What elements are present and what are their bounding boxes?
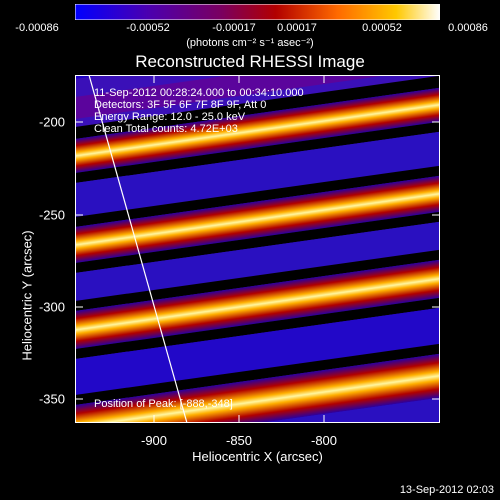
y-tick-label: -300 (38, 299, 65, 315)
x-tick-label: -800 (310, 433, 338, 448)
colorbar (75, 4, 440, 20)
colorbar-tick: -0.00017 (212, 22, 256, 34)
y-tick-label: -350 (38, 391, 65, 407)
colorbar-tick: 0.00052 (362, 22, 402, 34)
detectors-label: Detectors: 3F 5F 6F 7F 8F 9F, Att 0 (94, 99, 267, 111)
time-range-label: 11-Sep-2012 00:28:24.000 to 00:34:10.000 (94, 87, 304, 99)
x-tick-label: -900 (140, 433, 168, 448)
colorbar-units: (photons cm⁻² s⁻¹ asec⁻²) (186, 37, 314, 49)
x-tick-label: -850 (225, 433, 253, 448)
clean-counts-label: Clean Total counts: 4.72E+03 (94, 123, 238, 135)
timestamp: 13-Sep-2012 02:03 (399, 484, 494, 496)
colorbar-tick: -0.00052 (126, 22, 170, 34)
colorbar-tick: 0.00017 (277, 22, 317, 34)
colorbar-tick: -0.00086 (15, 22, 59, 34)
colorbar-tick: 0.00086 (448, 22, 488, 34)
plot-title: Reconstructed RHESSI Image (135, 52, 365, 71)
y-tick-label: -250 (38, 207, 65, 223)
y-tick-label: -200 (38, 114, 65, 130)
x-axis-label: Heliocentric X (arcsec) (192, 449, 323, 464)
rhessi-image (75, 75, 440, 423)
y-axis-label: Heliocentric Y (arcsec) (19, 230, 35, 361)
peak-position-label: Position of Peak: [-888,-348] (94, 398, 233, 410)
energy-range-label: Energy Range: 12.0 - 25.0 keV (94, 111, 246, 123)
